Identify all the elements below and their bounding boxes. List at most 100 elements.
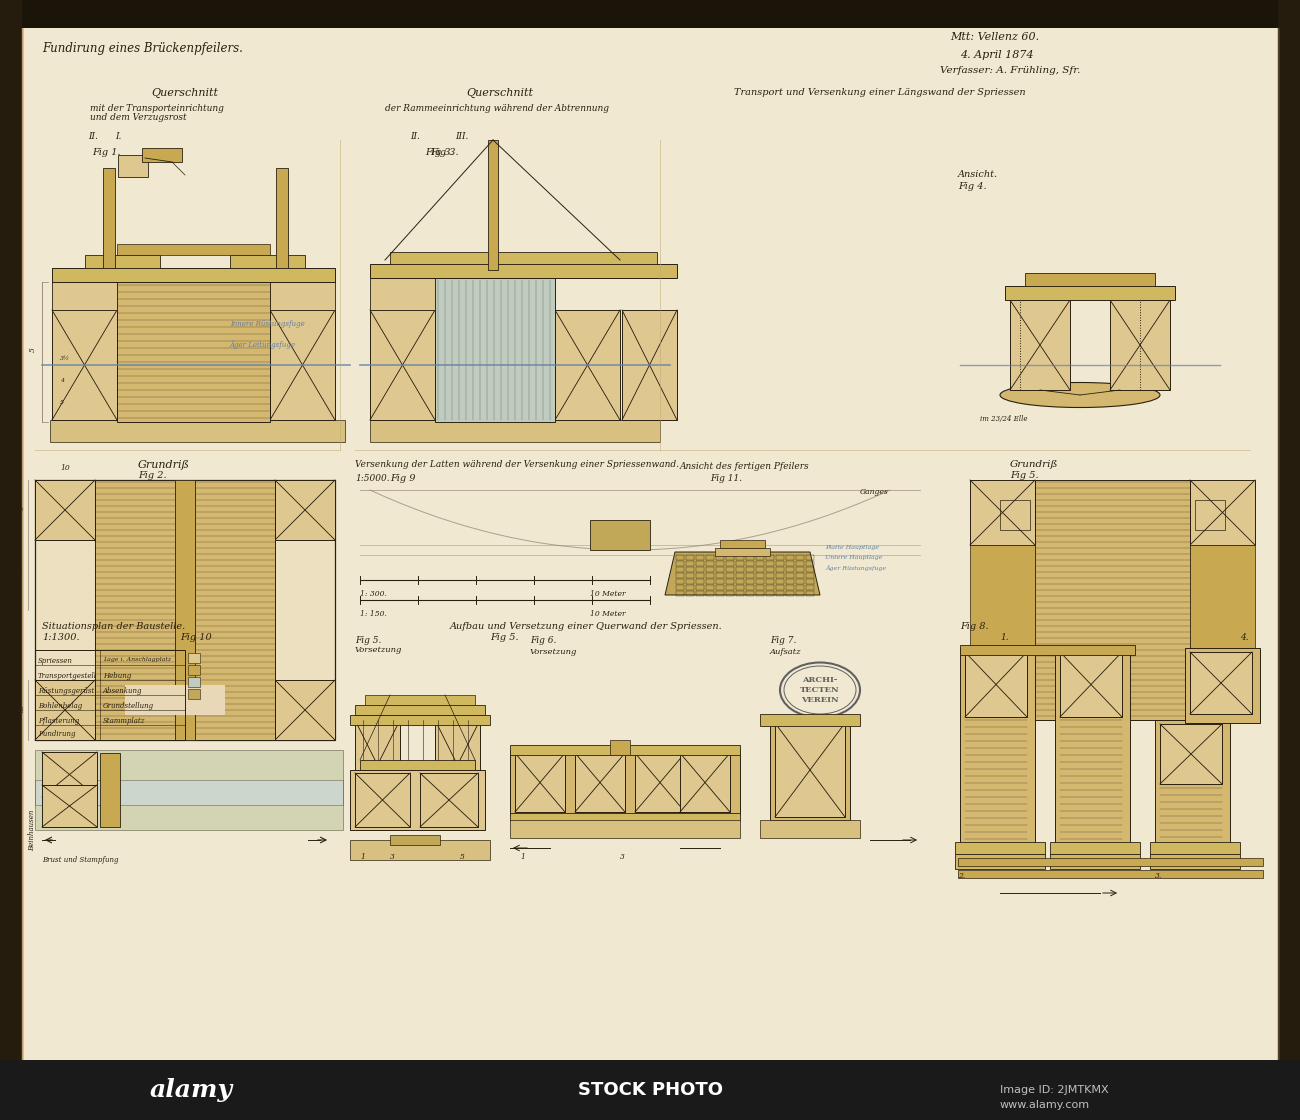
Text: ARCHI-: ARCHI- bbox=[802, 676, 837, 684]
Bar bbox=[1190, 480, 1254, 545]
Bar bbox=[757, 579, 764, 584]
Bar bbox=[686, 567, 694, 572]
Text: 5: 5 bbox=[29, 347, 36, 353]
Bar bbox=[676, 567, 684, 572]
Text: www.alamy.com: www.alamy.com bbox=[1000, 1100, 1091, 1110]
Text: Pflasterung: Pflasterung bbox=[38, 717, 79, 725]
Bar bbox=[436, 720, 480, 810]
Bar bbox=[786, 573, 794, 578]
Bar bbox=[696, 556, 705, 560]
Text: der Rammeeinrichtung während der Abtrennung: der Rammeeinrichtung während der Abtrenn… bbox=[385, 104, 608, 113]
Text: Innere Rüstungsfuge: Innere Rüstungsfuge bbox=[230, 320, 304, 328]
Bar bbox=[766, 591, 773, 596]
Bar bbox=[806, 567, 814, 572]
Bar bbox=[103, 168, 114, 268]
Text: Hebung: Hebung bbox=[103, 672, 131, 680]
Text: Absenkung: Absenkung bbox=[103, 687, 143, 696]
Bar bbox=[676, 585, 684, 590]
Text: mit der Transporteinrichtung: mit der Transporteinrichtung bbox=[90, 104, 224, 113]
Text: 1: 150.: 1: 150. bbox=[360, 610, 387, 618]
Bar bbox=[766, 573, 773, 578]
Bar bbox=[796, 567, 803, 572]
Text: 1: 300.: 1: 300. bbox=[360, 590, 387, 598]
Bar bbox=[176, 480, 195, 740]
Bar bbox=[195, 480, 276, 740]
Bar bbox=[958, 858, 1264, 866]
Bar bbox=[350, 840, 490, 860]
Text: Grundstellung: Grundstellung bbox=[103, 702, 155, 710]
Bar bbox=[956, 855, 1045, 869]
Bar bbox=[725, 591, 734, 596]
Bar bbox=[686, 579, 694, 584]
Ellipse shape bbox=[1000, 383, 1160, 408]
Bar bbox=[355, 704, 485, 715]
Text: Rüstungsgerüst: Rüstungsgerüst bbox=[38, 687, 95, 696]
Text: 1: 1 bbox=[360, 853, 365, 861]
Text: Transportgestell: Transportgestell bbox=[38, 672, 98, 680]
Bar bbox=[776, 573, 784, 578]
Polygon shape bbox=[666, 552, 820, 595]
Bar bbox=[355, 720, 400, 810]
Text: Fig 1.: Fig 1. bbox=[92, 148, 121, 157]
Bar bbox=[725, 579, 734, 584]
Bar bbox=[676, 591, 684, 596]
Bar bbox=[796, 561, 803, 566]
Text: Versenkung der Latten während der Versenkung einer Spriessenwand.: Versenkung der Latten während der Versen… bbox=[355, 460, 679, 469]
Text: Mtt: Vellenz 60.: Mtt: Vellenz 60. bbox=[950, 32, 1039, 43]
Text: 2.: 2. bbox=[958, 872, 965, 880]
Bar bbox=[725, 556, 734, 560]
Text: Ganges: Ganges bbox=[861, 488, 889, 496]
Bar bbox=[370, 310, 436, 420]
Bar bbox=[35, 650, 185, 740]
Text: 3: 3 bbox=[620, 853, 625, 861]
Bar bbox=[1000, 500, 1030, 530]
Text: 10 Meter: 10 Meter bbox=[590, 610, 625, 618]
Bar bbox=[1150, 842, 1240, 855]
Bar bbox=[621, 310, 677, 420]
Bar bbox=[757, 591, 764, 596]
Bar bbox=[806, 556, 814, 560]
Text: Fig 4.: Fig 4. bbox=[958, 183, 987, 192]
Text: II.: II. bbox=[410, 132, 420, 141]
Text: 1:1300.: 1:1300. bbox=[42, 633, 79, 642]
Text: 5: 5 bbox=[20, 506, 25, 510]
Bar bbox=[276, 168, 289, 268]
Bar bbox=[796, 585, 803, 590]
Bar bbox=[796, 573, 803, 578]
Ellipse shape bbox=[1162, 776, 1222, 794]
Bar bbox=[188, 665, 200, 675]
Bar bbox=[370, 264, 677, 278]
Bar bbox=[776, 591, 784, 596]
Text: Grundriß: Grundriß bbox=[1010, 460, 1058, 469]
Bar bbox=[766, 567, 773, 572]
Bar bbox=[686, 585, 694, 590]
Bar bbox=[776, 556, 784, 560]
Bar bbox=[488, 140, 498, 270]
Bar bbox=[736, 567, 744, 572]
Bar bbox=[676, 561, 684, 566]
Bar bbox=[757, 573, 764, 578]
Bar bbox=[0, 1060, 1300, 1120]
Bar bbox=[1024, 273, 1154, 286]
Text: und dem Verzugsrost: und dem Verzugsrost bbox=[90, 113, 187, 122]
Text: Fig 3.: Fig 3. bbox=[425, 148, 454, 157]
Bar bbox=[676, 573, 684, 578]
Bar bbox=[42, 785, 98, 827]
Bar bbox=[806, 561, 814, 566]
Bar bbox=[610, 740, 630, 755]
Bar bbox=[716, 567, 724, 572]
Bar bbox=[436, 278, 555, 422]
Bar bbox=[720, 540, 764, 548]
Bar bbox=[715, 548, 770, 556]
Bar bbox=[965, 652, 1027, 717]
Bar bbox=[515, 753, 566, 812]
Bar bbox=[276, 680, 335, 740]
Text: Äger Leitungsfuge: Äger Leitungsfuge bbox=[230, 340, 296, 349]
Text: II.: II. bbox=[88, 132, 98, 141]
Text: 5: 5 bbox=[460, 853, 465, 861]
Text: 1:5000.: 1:5000. bbox=[355, 474, 390, 483]
Bar bbox=[680, 753, 731, 812]
Text: Ansicht.: Ansicht. bbox=[958, 170, 998, 179]
Text: 35: 35 bbox=[20, 704, 25, 712]
Bar bbox=[590, 520, 650, 550]
